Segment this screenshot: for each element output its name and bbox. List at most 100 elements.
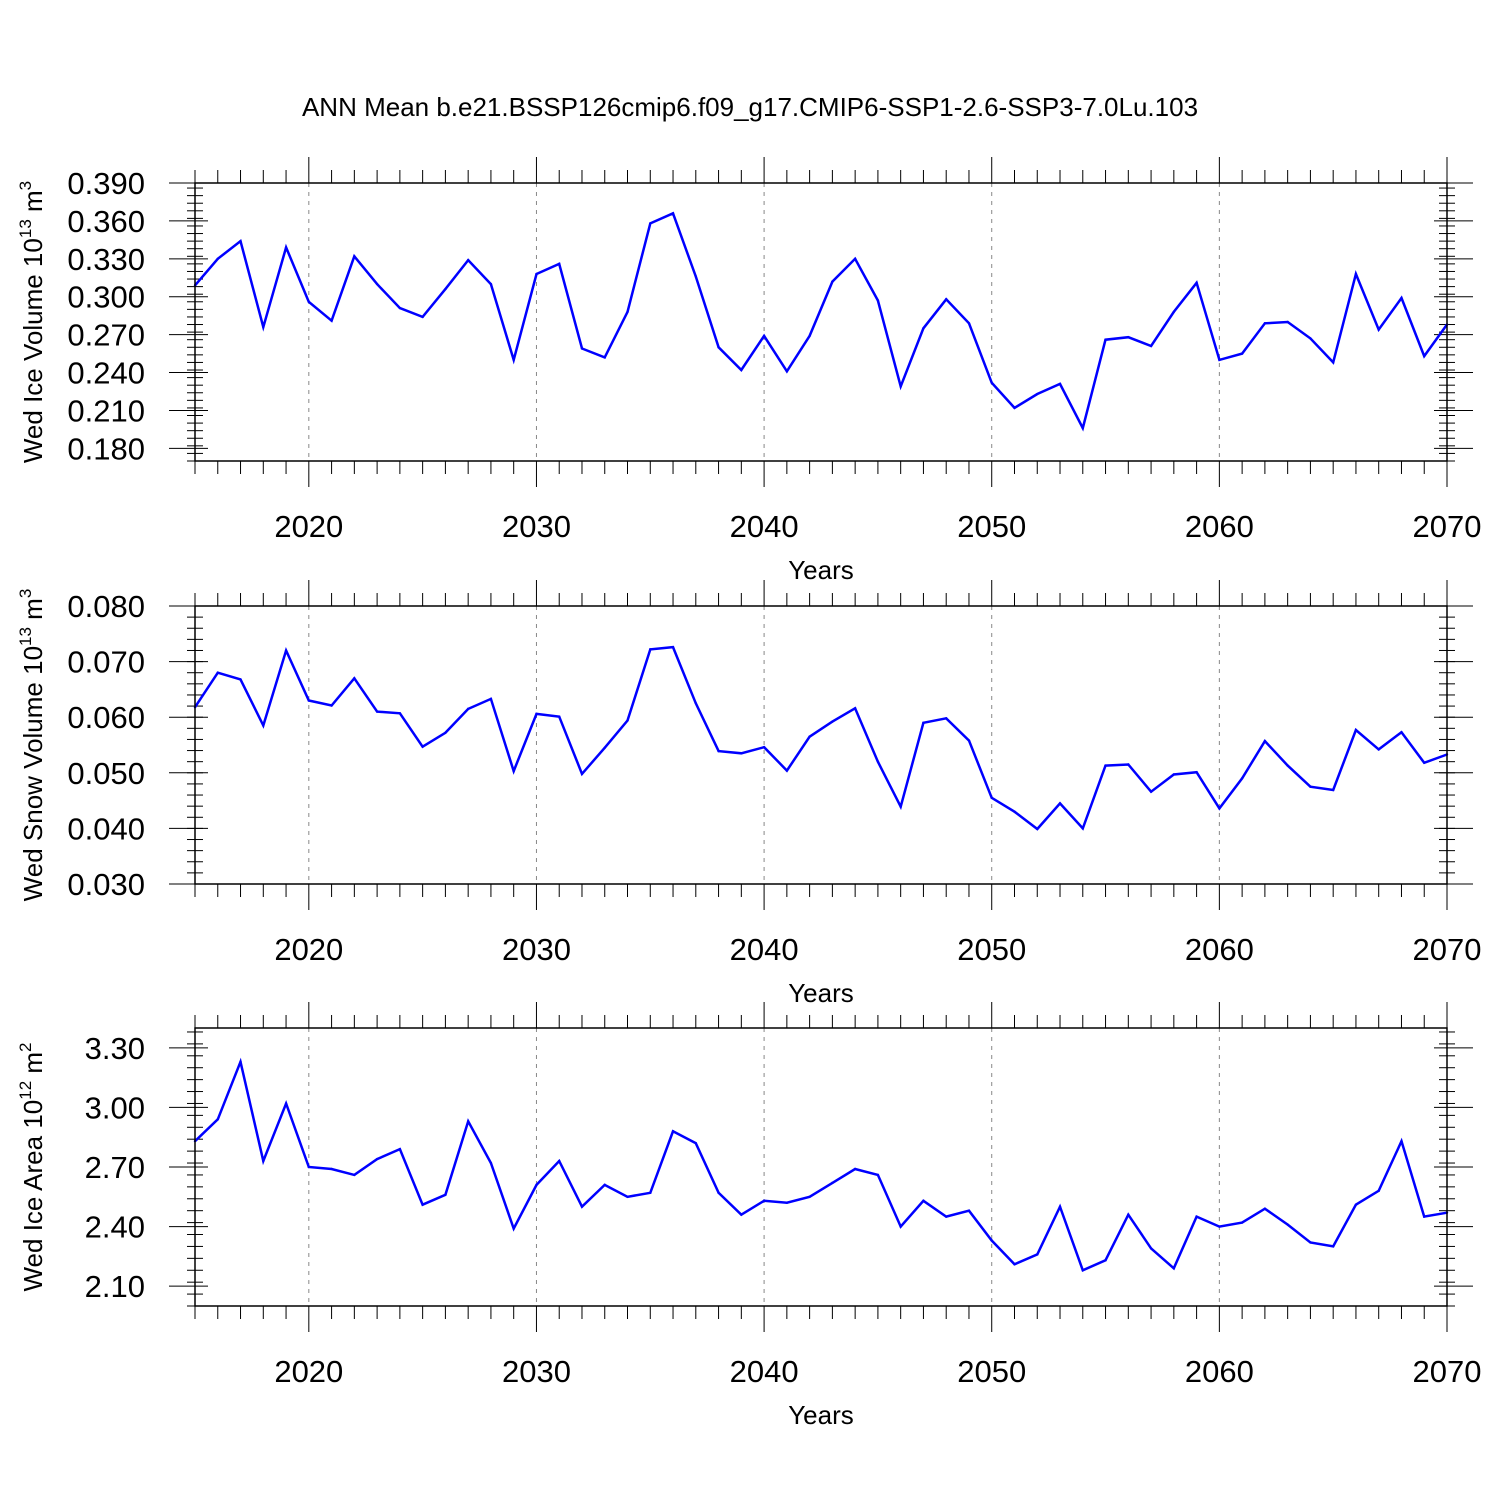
data-point bbox=[284, 1102, 288, 1105]
y-tick-label: 0.070 bbox=[67, 645, 145, 680]
data-point bbox=[1309, 1241, 1312, 1244]
data-point bbox=[375, 1157, 379, 1161]
data-point bbox=[922, 1199, 925, 1202]
data-point bbox=[990, 381, 993, 384]
y-tick-label: 0.210 bbox=[67, 393, 145, 428]
x-tick-label: 2020 bbox=[274, 509, 343, 544]
data-point bbox=[466, 1120, 470, 1123]
data-point bbox=[284, 246, 288, 249]
data-point bbox=[876, 299, 880, 302]
data-point bbox=[466, 258, 470, 262]
chart-panel-1: 0.1800.2100.2400.2700.3000.3300.3600.390… bbox=[16, 157, 1481, 585]
x-tick-label: 2040 bbox=[730, 1354, 799, 1389]
data-point bbox=[649, 1191, 652, 1195]
y-tick-label: 2.40 bbox=[85, 1210, 145, 1245]
data-point bbox=[489, 697, 493, 701]
data-point bbox=[398, 1147, 402, 1151]
data-point bbox=[1400, 296, 1403, 300]
data-point bbox=[489, 1161, 493, 1165]
data-point bbox=[216, 1118, 219, 1121]
y-axis-label: Wed Ice Volume 1013 m3 bbox=[16, 181, 48, 463]
data-point bbox=[216, 257, 219, 261]
data-point bbox=[603, 1183, 606, 1187]
data-point bbox=[1013, 1263, 1016, 1266]
data-point bbox=[558, 1159, 561, 1163]
plot-frame bbox=[194, 182, 1448, 462]
x-tick-label: 2060 bbox=[1185, 1354, 1254, 1389]
data-point bbox=[444, 731, 447, 734]
y-axis-label: Wed Snow Volume 1013 m3 bbox=[16, 589, 48, 902]
y-tick-label: 0.040 bbox=[67, 811, 145, 846]
data-point bbox=[580, 347, 584, 350]
x-axis-label: Years bbox=[788, 555, 854, 585]
data-point bbox=[1354, 272, 1358, 276]
y-tick-label: 0.030 bbox=[67, 867, 145, 902]
data-point bbox=[899, 1225, 902, 1228]
chart-panel-2: 0.030 0.040 0.050 0.060 0.070 0.080 2020 2030 20… bbox=[16, 580, 1481, 1008]
data-point bbox=[762, 746, 766, 749]
data-point bbox=[284, 649, 288, 652]
data-point bbox=[375, 282, 379, 286]
data-point bbox=[1354, 1203, 1358, 1206]
data-point bbox=[603, 356, 606, 359]
data-point bbox=[967, 739, 971, 742]
data-point bbox=[1036, 827, 1039, 831]
x-tick-label: 2070 bbox=[1413, 1354, 1482, 1389]
y-tick-label: 0.300 bbox=[67, 280, 145, 315]
x-tick-label: 2050 bbox=[957, 932, 1026, 967]
data-point bbox=[262, 724, 265, 727]
data-point bbox=[1218, 358, 1221, 362]
data-point bbox=[1149, 790, 1153, 793]
x-tick-label: 2030 bbox=[502, 509, 571, 544]
data-point bbox=[1377, 748, 1380, 751]
data-point bbox=[1263, 1207, 1267, 1210]
data-point bbox=[535, 1183, 538, 1187]
data-point bbox=[307, 1165, 311, 1169]
chart-panel-3: 2.10 2.40 2.70 3.00 3.30 2020 2030 2040 2050 2060… bbox=[16, 1002, 1481, 1430]
data-point bbox=[1104, 764, 1107, 767]
data-point bbox=[808, 735, 811, 738]
data-point bbox=[603, 746, 606, 749]
y-tick-label: 0.050 bbox=[67, 756, 145, 791]
data-point bbox=[831, 280, 834, 283]
data-point bbox=[717, 1191, 720, 1195]
data-point bbox=[444, 1193, 447, 1197]
data-point bbox=[512, 1227, 515, 1230]
data-point bbox=[1104, 338, 1107, 341]
x-tick-label: 2070 bbox=[1413, 509, 1482, 544]
data-point bbox=[1400, 731, 1403, 734]
data-point bbox=[1218, 807, 1221, 810]
data-point bbox=[239, 1060, 242, 1063]
data-point bbox=[671, 1130, 675, 1133]
data-point bbox=[1240, 1221, 1244, 1224]
data-point bbox=[1218, 1225, 1221, 1228]
y-tick-label: 0.240 bbox=[67, 356, 145, 391]
data-point bbox=[489, 282, 493, 286]
data-point bbox=[1172, 773, 1176, 776]
data-point bbox=[1377, 328, 1380, 331]
data-point bbox=[353, 1173, 356, 1177]
data-point bbox=[671, 212, 675, 215]
data-point bbox=[649, 222, 652, 225]
data-point bbox=[853, 1167, 857, 1171]
chart-title: ANN Mean b.e21.BSSP126cmip6.f09_g17.CMIP… bbox=[301, 92, 1199, 122]
data-point bbox=[785, 1201, 789, 1204]
data-point bbox=[740, 752, 743, 755]
data-point bbox=[535, 712, 538, 716]
x-tick-label: 2040 bbox=[730, 509, 799, 544]
data-point bbox=[945, 717, 948, 720]
data-point bbox=[262, 1159, 265, 1163]
data-point bbox=[1263, 322, 1267, 325]
y-tick-label: 3.30 bbox=[85, 1031, 145, 1066]
data-point bbox=[922, 721, 925, 724]
data-point bbox=[1240, 352, 1244, 355]
data-point bbox=[1286, 320, 1289, 324]
data-point bbox=[1423, 761, 1426, 764]
data-point bbox=[785, 370, 789, 373]
data-point bbox=[694, 1141, 697, 1145]
data-point bbox=[1127, 335, 1130, 339]
data-point bbox=[1058, 1205, 1062, 1208]
data-point bbox=[1081, 1269, 1084, 1272]
data-point bbox=[922, 327, 925, 330]
data-point bbox=[1149, 344, 1153, 348]
